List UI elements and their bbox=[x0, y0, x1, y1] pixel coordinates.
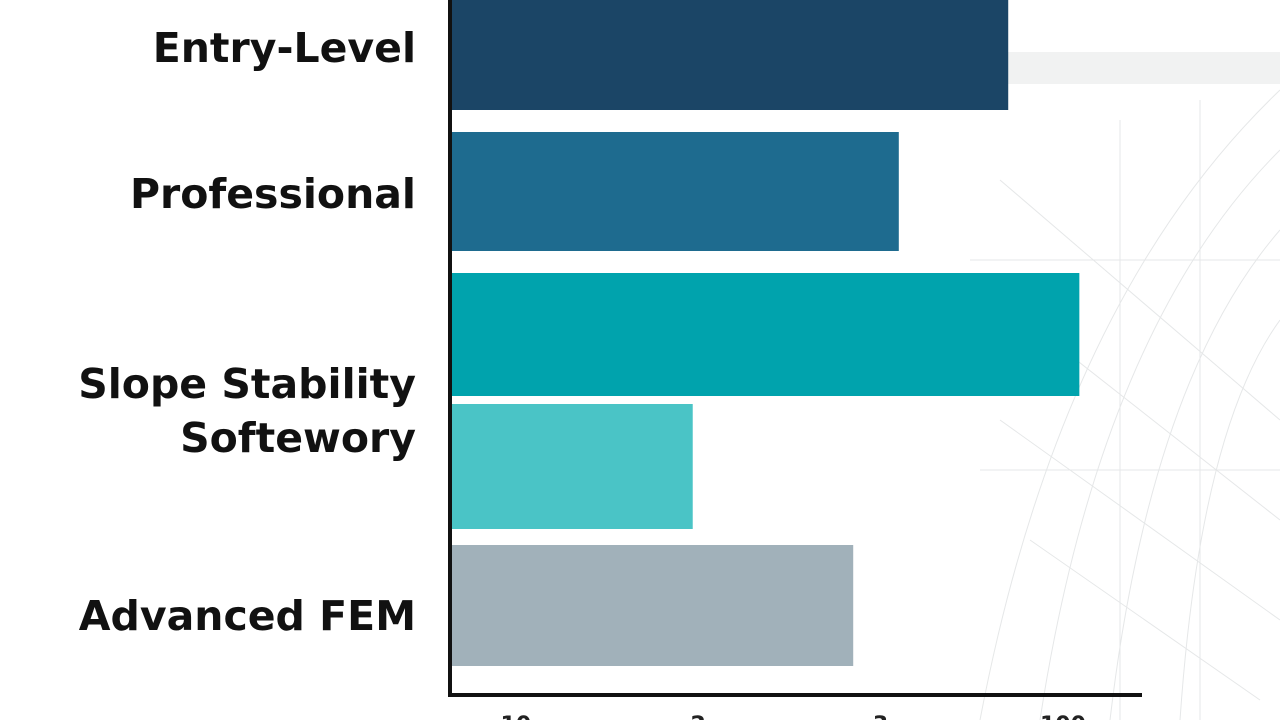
x-tick-label: 10 bbox=[501, 713, 532, 720]
bar-4 bbox=[452, 404, 693, 529]
bars-group bbox=[452, 0, 1080, 666]
category-label: Softewory bbox=[180, 414, 416, 462]
bar-1 bbox=[452, 0, 1009, 110]
x-tick-label: 3 bbox=[873, 713, 888, 720]
category-label: Advanced FEM bbox=[79, 592, 416, 640]
bar-5 bbox=[452, 545, 854, 666]
category-label: Slope Stability bbox=[78, 360, 416, 408]
category-label: Entry-Level bbox=[153, 24, 416, 72]
bar-2 bbox=[452, 132, 899, 251]
x-tick-label: 2 bbox=[691, 713, 706, 720]
x-tick-labels: 10 2 3 100 bbox=[501, 713, 1086, 720]
category-labels: Entry-Level Professional Slope Stability So… bbox=[78, 24, 416, 640]
x-tick-label: 100 bbox=[1040, 713, 1086, 720]
bar-3 bbox=[452, 273, 1080, 396]
category-label: Professional bbox=[130, 170, 416, 218]
